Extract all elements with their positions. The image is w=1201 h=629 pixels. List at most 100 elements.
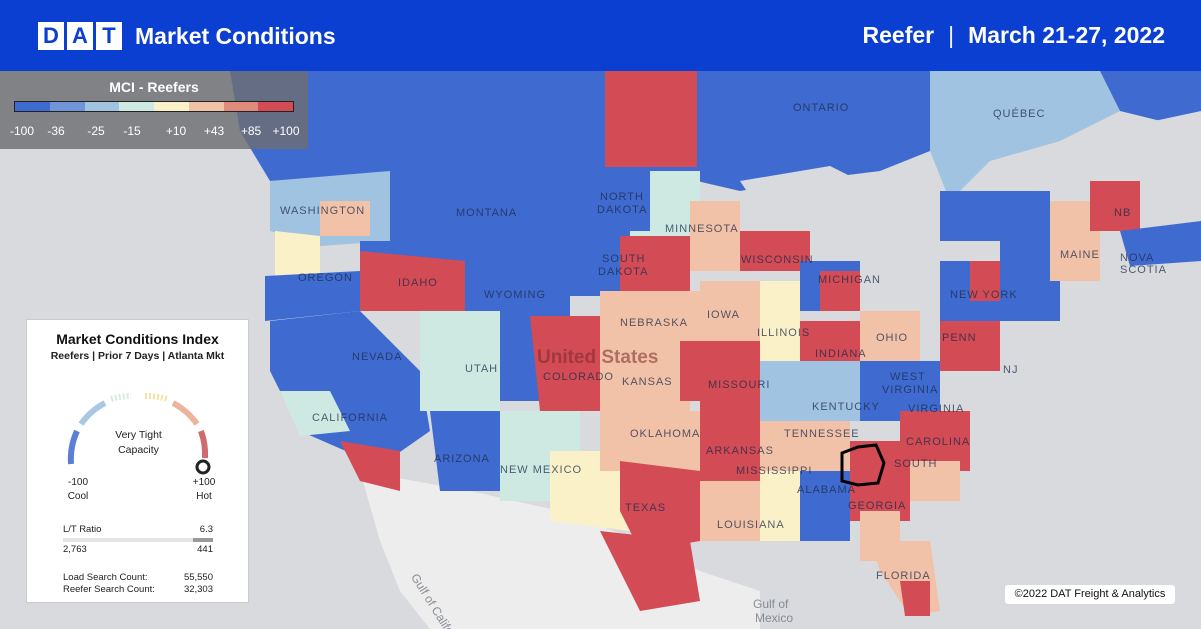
lt-ratio-bar (63, 538, 213, 542)
map-label-penn: PENN (942, 332, 977, 344)
legend-color-swatch (119, 102, 154, 111)
region-minnesota (690, 201, 740, 271)
map-label-mississippi: MISSISSIPPI (736, 465, 813, 477)
region-socal (340, 441, 400, 491)
card-subtitle: Reefers | Prior 7 Days | Atlanta Mkt (50, 350, 225, 362)
region-alabama (800, 471, 850, 541)
region-colorado (530, 316, 600, 411)
gauge-max: +100 Hot (184, 476, 224, 504)
map-label-nova-scotia: NOVA SCOTIA (1120, 252, 1167, 276)
region-indiana (800, 321, 860, 371)
logo-letter: T (96, 22, 122, 50)
map-label-south-dakota-2: DAKOTA (598, 266, 649, 278)
map-label-minnesota: MINNESOTA (665, 223, 739, 235)
map-label-north-dakota-2: DAKOTA (597, 204, 648, 216)
region-ohio (860, 311, 920, 371)
map-label-west-virginia-2: VIRGINIA (882, 384, 939, 396)
legend-color-scale (14, 101, 294, 112)
region-quebec (930, 71, 1120, 201)
logo-letter: A (67, 22, 93, 50)
region-oregon-coast (275, 231, 320, 281)
region-west-virginia (860, 361, 940, 421)
map-label-maine: MAINE (1060, 249, 1100, 261)
capacity-status-line-1: Very Tight (115, 429, 162, 441)
region-quebec-east (1100, 71, 1201, 131)
map-label-arizona: ARIZONA (434, 453, 490, 465)
map-label-nj: NJ (1003, 364, 1019, 376)
map-label-nb: NB (1114, 207, 1132, 219)
region-north-dakota (570, 171, 650, 231)
map-label-oklahoma: OKLAHOMA (630, 428, 701, 440)
region-ontario (697, 71, 930, 191)
gauge-max-label: Hot (196, 491, 212, 502)
legend-color-swatch (84, 102, 120, 111)
region-kansas (600, 361, 690, 411)
region-south-florida (900, 581, 930, 616)
region-arkansas (700, 401, 760, 481)
header-meta: Reefer | March 21-27, 2022 (863, 22, 1166, 49)
gauge-max-value: +100 (192, 477, 216, 488)
map-label-west-virginia-1: WEST (890, 371, 926, 383)
map-label-wyoming: WYOMING (484, 289, 546, 301)
mci-legend: MCI - Reefers -100 -36 -25 -15 +10 +43 +… (0, 71, 308, 149)
region-nebraska (600, 291, 700, 361)
map-label-new-mexico: NEW MEXICO (500, 464, 583, 476)
market-map[interactable]: ONTARIO QUÉBEC WASHINGTON MONTANA NORTH … (0, 71, 1201, 629)
map-label-south-carolina: SOUTH (894, 458, 938, 470)
region-south-texas (600, 531, 700, 611)
logo-letter: D (38, 22, 64, 50)
atlanta-market-outline[interactable] (840, 443, 886, 487)
reefer-search-label: Reefer Search Count: (63, 584, 155, 595)
map-label-louisiana: LOUISIANA (717, 519, 785, 531)
region-kentucky (760, 361, 860, 421)
region-california-coast (280, 391, 350, 436)
lt-ratio-value: 6.3 (199, 524, 213, 535)
map-label-florida: FLORIDA (876, 570, 931, 582)
region-bc (230, 71, 700, 181)
map-label-texas: TEXAS (625, 502, 667, 514)
lt-counts-row: 2,763 441 (63, 544, 213, 555)
region-michigan-west (820, 271, 860, 311)
map-label-nevada: NEVADA (352, 351, 403, 363)
header-separator: | (948, 22, 955, 48)
legend-tick: -15 (123, 124, 141, 138)
map-label-oregon: OREGON (298, 272, 353, 284)
region-new-england (1000, 241, 1060, 321)
region-wisconsin (740, 231, 810, 271)
map-label-montana: MONTANA (456, 207, 518, 219)
region-illinois (760, 281, 800, 361)
legend-color-swatch (258, 102, 293, 111)
page-title: Market Conditions (135, 23, 336, 49)
gauge-segment (110, 392, 132, 402)
legend-tick: -36 (47, 124, 65, 138)
gauge-segment-hot (198, 429, 209, 459)
map-label-iowa: IOWA (707, 309, 740, 321)
map-label-washington: WASHINGTON (280, 205, 366, 217)
legend-ticks: -100 -36 -25 -15 +10 +43 +85 +100 (0, 124, 308, 140)
map-label-nebraska: NEBRASKA (620, 317, 688, 329)
gauge-segment-cool (67, 429, 80, 465)
gulf-st-lawrence (1060, 111, 1201, 181)
region-new-brunswick (1090, 181, 1140, 231)
map-label-kansas: KANSAS (622, 376, 673, 388)
map-label-tennessee: TENNESSEE (784, 428, 860, 440)
map-label-united-states: United States (537, 347, 659, 368)
region-idaho (360, 251, 465, 311)
region-maine (1050, 201, 1100, 281)
date-range: March 21-27, 2022 (968, 22, 1165, 48)
region-oregon (265, 271, 360, 321)
map-label-illinois: ILLINOIS (757, 327, 811, 339)
map-label-north-dakota-1: NORTH (600, 191, 644, 203)
legend-color-swatch (188, 102, 224, 111)
header-bar: D A T Market Conditions Reefer | March 2… (0, 0, 1201, 71)
map-label-ontario: ONTARIO (793, 102, 850, 114)
map-label-colorado: COLORADO (543, 371, 614, 383)
region-south-carolina (910, 461, 960, 501)
map-label-virginia: VIRGINIA (908, 403, 965, 415)
lt-ratio-label: L/T Ratio (63, 524, 102, 535)
load-search-row: Load Search Count: 55,550 (63, 572, 213, 583)
map-label-idaho: IDAHO (398, 277, 438, 289)
capacity-status: Very Tight Capacity (27, 428, 250, 458)
legend-tick: +85 (240, 124, 262, 138)
region-nova-scotia (1120, 221, 1201, 266)
